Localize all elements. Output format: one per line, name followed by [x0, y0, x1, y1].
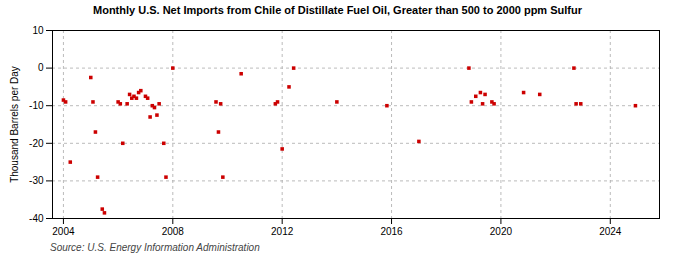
html-text:Source: U.S. Energy Informatio: Source: U.S. Energy Information Administ…: [50, 241, 260, 253]
svg-text:2020: 2020: [490, 225, 513, 236]
svg-text:Thousand Barrels per Day: Thousand Barrels per Day: [9, 66, 20, 183]
svg-text:10: 10: [32, 24, 44, 35]
svg-text:-10: -10: [29, 100, 44, 111]
svg-text:2024: 2024: [599, 225, 622, 236]
html-text:Monthly U.S. Net Imports from: Monthly U.S. Net Imports from Chile of D…: [93, 4, 582, 16]
svg-text:2012: 2012: [271, 225, 294, 236]
svg-text:2008: 2008: [162, 225, 185, 236]
svg-text:2004: 2004: [52, 225, 75, 236]
svg-text:-40: -40: [29, 212, 44, 223]
svg-text:0: 0: [38, 62, 44, 73]
svg-text:-20: -20: [29, 137, 44, 148]
svg-text:2016: 2016: [380, 225, 403, 236]
svg-text:-30: -30: [29, 175, 44, 186]
